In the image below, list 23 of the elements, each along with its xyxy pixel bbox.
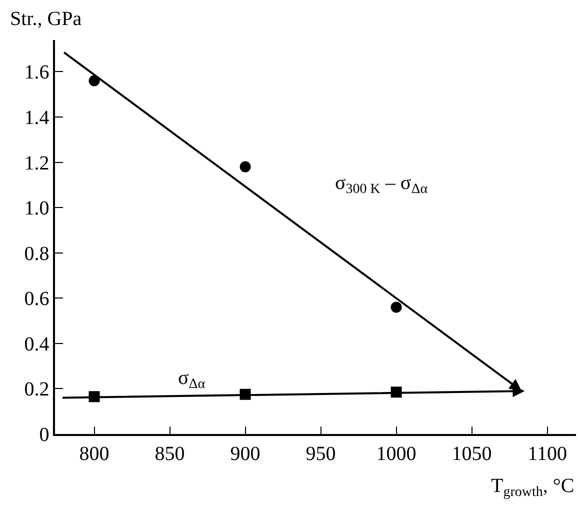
y-tick-label: 0.2 [24,378,50,401]
x-tick-label: 850 [154,442,185,465]
y-tick-label: 0.6 [24,288,50,310]
y-tick-label: 1.2 [24,152,50,174]
point [88,75,100,86]
x-tick-label: 1000 [376,442,416,465]
annotation: σ$_{Δα}$ [178,367,206,392]
y-tick-label: 0.4 [24,333,50,356]
x-tick-label: 1050 [452,442,492,465]
y-tick-label: 1.4 [24,106,50,129]
annotation: σ$_{300 K}$ – σ$_{Δα}$ [335,172,428,198]
y-tick-label: 0 [39,424,50,446]
x-tick-label: 900 [230,442,260,465]
point [240,161,251,172]
y-tick-label: 1.6 [24,62,50,84]
x-axis-title: T$_{growth}$, °C [491,475,574,500]
y-axis-title: Str., GPa [10,8,82,30]
x-tick-label: 800 [79,442,110,465]
x-tick-label: 1100 [528,442,567,465]
y-tick-label: 1.0 [24,198,50,220]
point [390,302,402,313]
x-tick-label: 950 [306,442,336,465]
y-tick-label: 0.8 [24,242,50,265]
